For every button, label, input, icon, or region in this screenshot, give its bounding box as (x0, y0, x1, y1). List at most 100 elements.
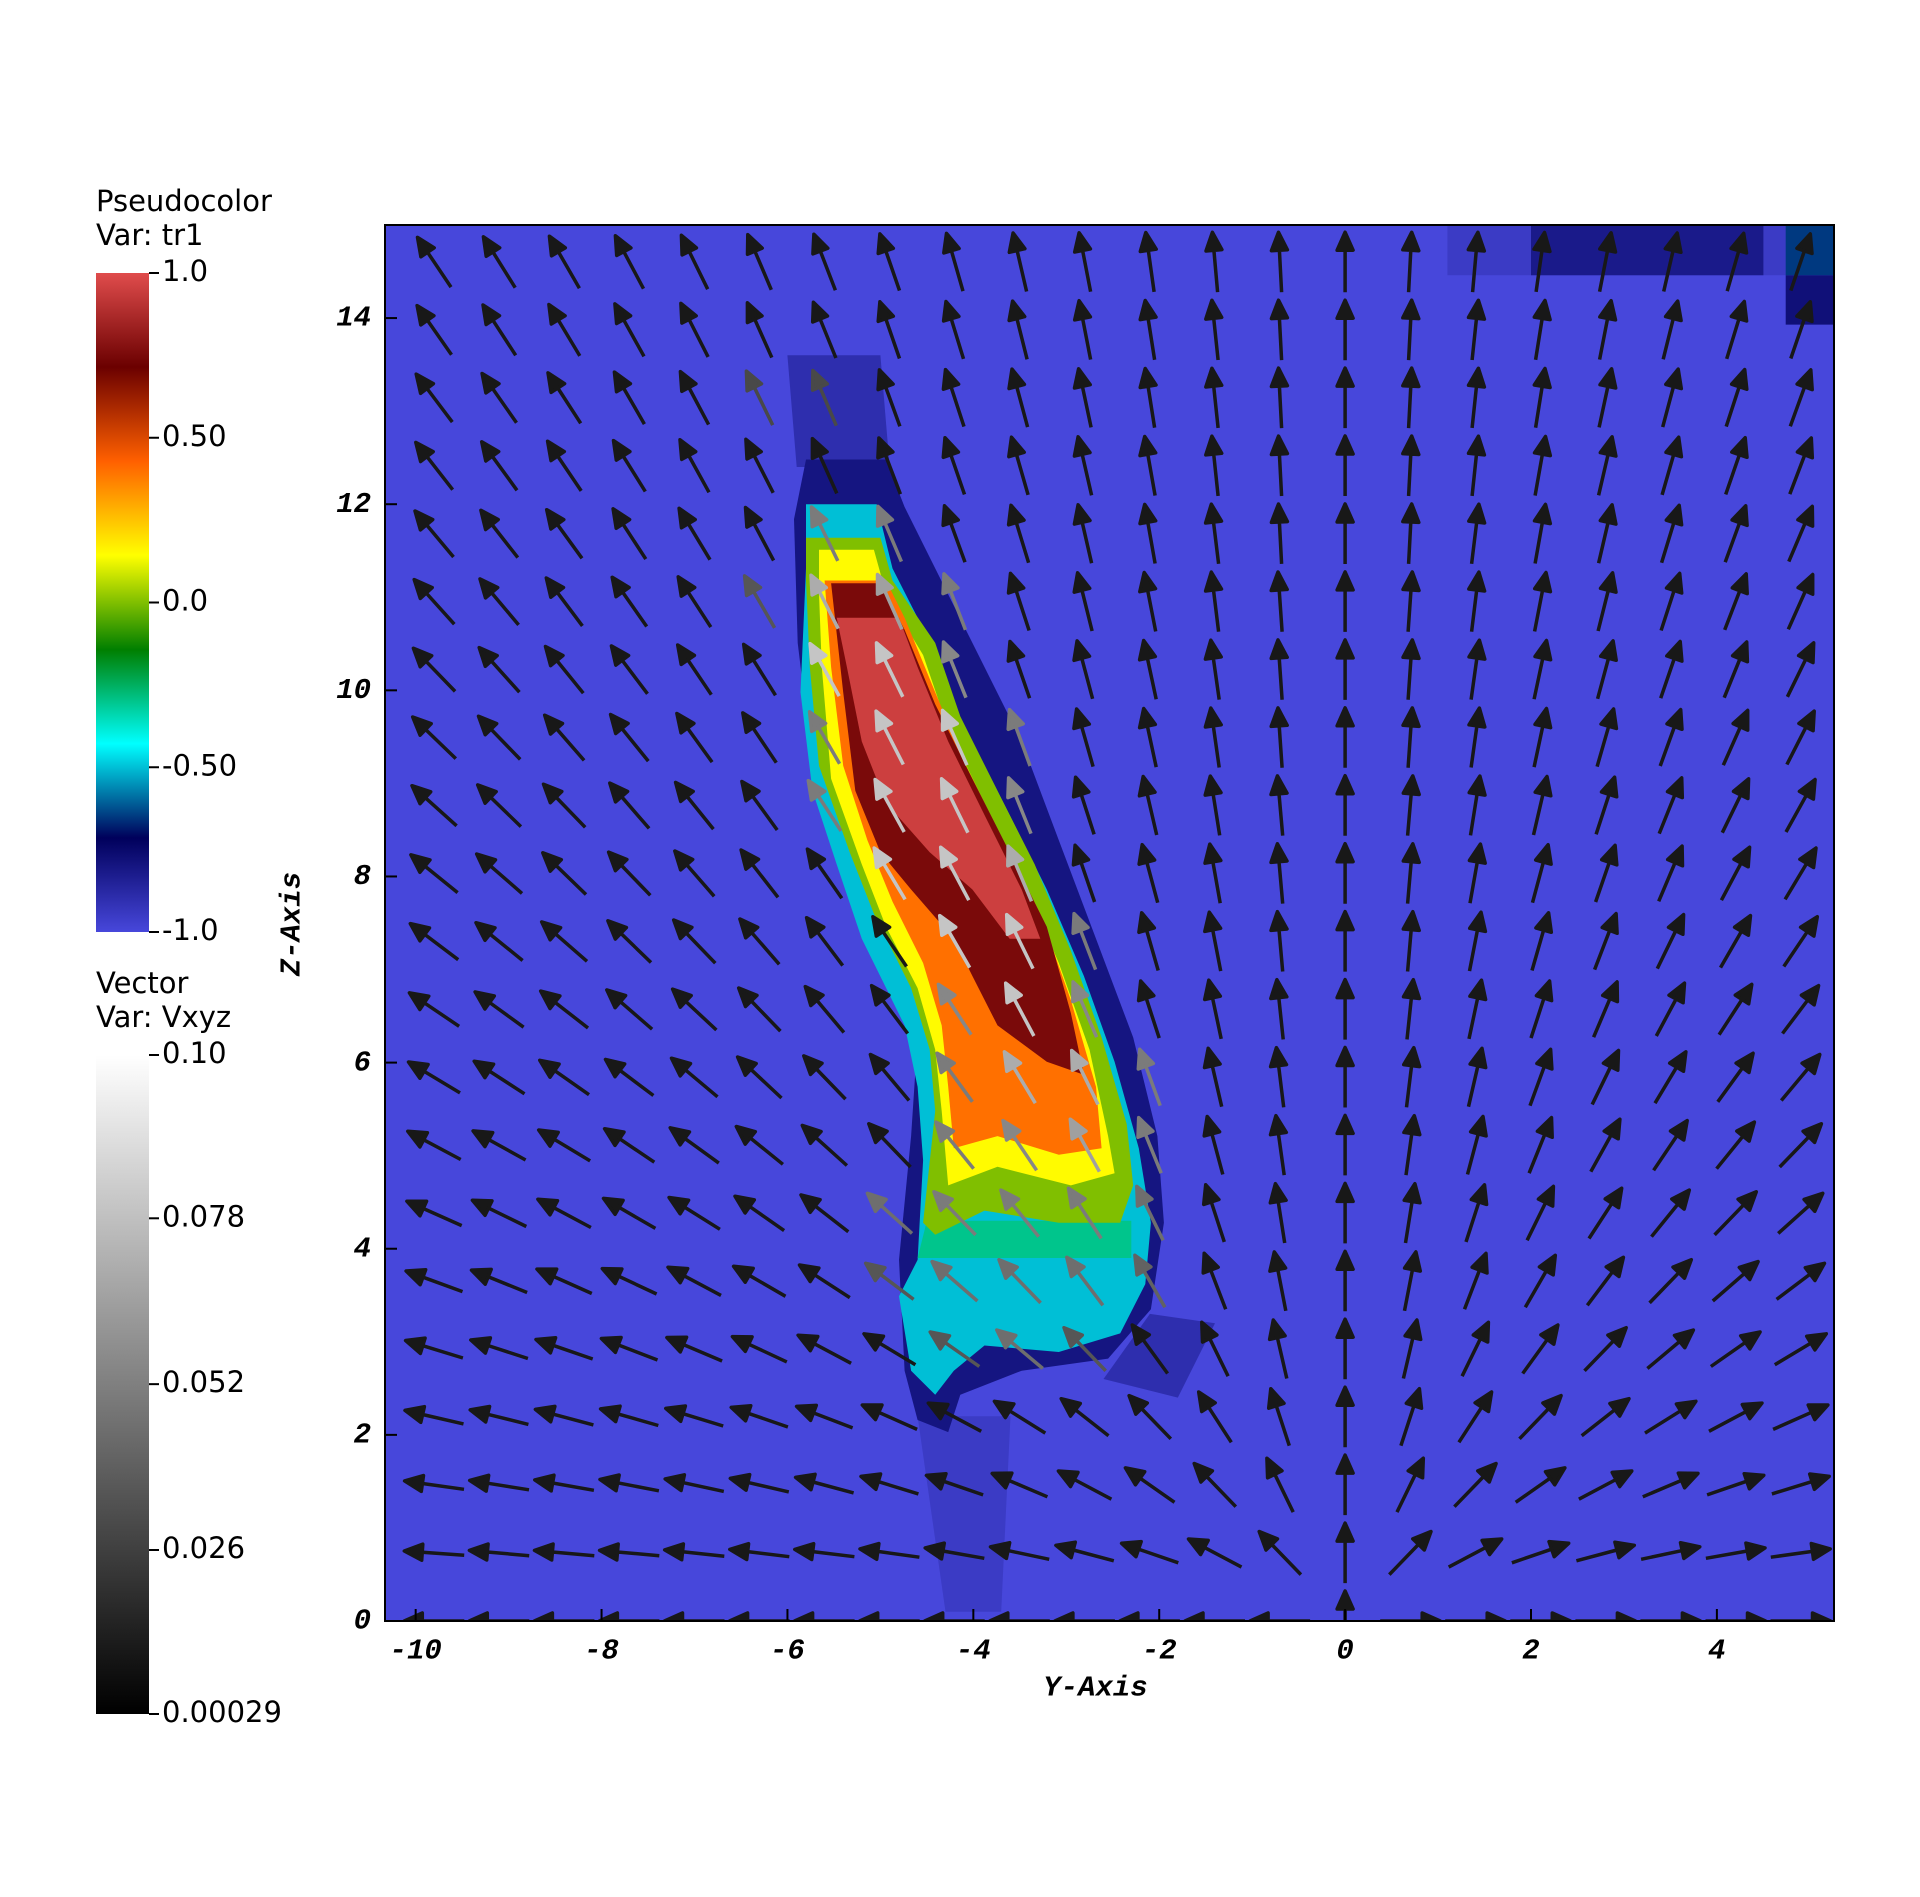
vector-arrow (1136, 979, 1161, 1039)
vector-arrow (1721, 708, 1750, 766)
vector-arrow (1532, 502, 1553, 564)
x-tick-label: -2 (1142, 1635, 1177, 1668)
vector-arrow (1661, 299, 1683, 360)
vector-arrow (532, 1542, 595, 1562)
vector-arrow (1585, 1255, 1626, 1307)
vector-arrow (1770, 1541, 1832, 1562)
x-tick-label: 2 (1522, 1635, 1539, 1668)
vector-arrow (1724, 435, 1749, 495)
colorbar-tick-label: 0.10 (162, 1036, 227, 1070)
vector-arrow (1724, 367, 1749, 428)
vector-arrow (1138, 434, 1158, 496)
vector-arrow (744, 437, 775, 494)
vector-arrow (995, 1328, 1044, 1370)
vector-arrow (860, 1403, 918, 1431)
scalar-region (836, 617, 1041, 939)
vector-arrow (874, 641, 905, 698)
vector-arrow (1532, 434, 1553, 496)
vector-arrow (1527, 1115, 1554, 1174)
vector-arrow (1530, 911, 1554, 971)
vector-arrow (1202, 1114, 1225, 1175)
vector-arrow (536, 1197, 592, 1230)
vector-arrow (1269, 977, 1289, 1040)
vector-arrow (796, 1333, 852, 1365)
vector-arrow (736, 986, 782, 1033)
vector-arrow (1269, 298, 1290, 361)
vector-arrow (1593, 843, 1619, 903)
vector-arrow (865, 1191, 914, 1235)
vector-arrow (1788, 436, 1815, 495)
vector-arrow (1068, 1117, 1101, 1173)
vector-arrow (741, 642, 777, 697)
colorbar-tick-label: 0.00029 (162, 1695, 282, 1729)
vector-arrow (793, 1472, 855, 1495)
vector-arrow (803, 984, 846, 1034)
vector-arrow (1466, 434, 1487, 497)
vector-arrow (1335, 1249, 1355, 1312)
vector-arrow (1778, 1122, 1824, 1169)
vector-arrow (731, 1264, 787, 1298)
vector-arrow (479, 508, 520, 559)
vector-arrow (1248, 1611, 1311, 1621)
vector-arrow (669, 1056, 719, 1099)
vector-arrow (1269, 842, 1289, 904)
vector-arrow (1596, 571, 1618, 632)
vector-arrow (1401, 842, 1421, 904)
vector-arrow (410, 783, 458, 828)
vector-arrow (597, 1542, 660, 1562)
colorbar-tick-label: 1.0 (162, 254, 208, 288)
vector-arrow (988, 1611, 1050, 1621)
scalar-region (1531, 225, 1764, 276)
y-axis-title: Z-Axis (276, 872, 309, 977)
vector-arrow (1204, 434, 1224, 497)
vector-arrow (809, 505, 840, 562)
vector-arrow (1592, 911, 1619, 971)
vector-arrow (664, 1404, 724, 1428)
vector-arrow (411, 646, 457, 693)
vector-arrow (1265, 1456, 1295, 1513)
vector-arrow (1777, 1191, 1825, 1235)
vector-arrow (467, 1473, 530, 1493)
vector-arrow (1192, 1461, 1238, 1508)
vector-arrow (1402, 1181, 1422, 1244)
vector-arrow (1401, 1045, 1422, 1108)
vector-arrow (415, 235, 453, 289)
vector-arrow (665, 1335, 723, 1363)
vector-arrow (1580, 1396, 1631, 1438)
vector-arrow (1196, 1390, 1233, 1444)
vector-arrow (1203, 502, 1224, 565)
vector-arrow (670, 987, 718, 1032)
vector-arrow (739, 848, 780, 899)
colorbar (96, 273, 149, 932)
vector-arrow (1781, 983, 1821, 1035)
vector-arrow (679, 301, 710, 358)
vector-arrow (992, 1399, 1047, 1435)
vector-arrow (1466, 366, 1487, 429)
vector-arrow (1532, 298, 1552, 361)
vector-arrow (602, 1126, 656, 1164)
vector-arrow (936, 982, 973, 1036)
vector-arrow (1071, 775, 1096, 835)
vector-arrow (1203, 706, 1223, 768)
vector-arrow (1006, 776, 1033, 835)
vector-arrow (1661, 231, 1683, 292)
vector-arrow (1779, 1052, 1822, 1102)
vector-arrow (1201, 1183, 1226, 1243)
vector-arrow (1401, 977, 1422, 1040)
vector-arrow (1203, 638, 1223, 700)
vector-arrow (1575, 1611, 1638, 1621)
vector-arrow (810, 368, 838, 427)
vector-arrow (413, 509, 455, 559)
vector-arrow (673, 849, 716, 898)
vector-arrow (797, 1263, 851, 1300)
vector-arrow (875, 572, 904, 631)
vector-arrow (1335, 366, 1355, 429)
vector-arrow (941, 299, 966, 360)
vector-arrow (1401, 434, 1421, 497)
vector-arrow (1467, 706, 1487, 768)
vector-arrow (1201, 1251, 1228, 1310)
vector-arrow (727, 1611, 790, 1621)
vector-arrow (403, 1404, 464, 1426)
vector-arrow (1725, 299, 1749, 360)
